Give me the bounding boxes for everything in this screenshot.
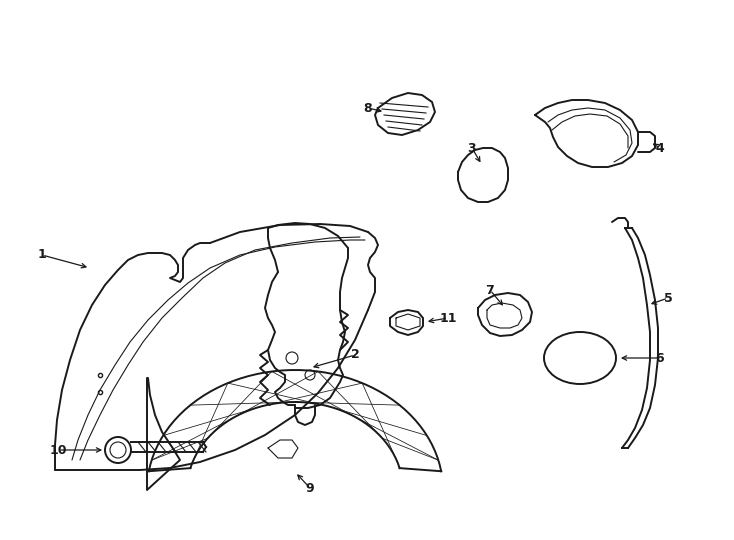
Text: 4: 4 (655, 141, 664, 154)
Text: 3: 3 (468, 141, 476, 154)
Text: 1: 1 (37, 248, 46, 261)
Text: 10: 10 (49, 443, 67, 456)
Text: 9: 9 (305, 482, 314, 495)
Text: 5: 5 (664, 292, 672, 305)
Text: 6: 6 (655, 352, 664, 365)
Text: 11: 11 (439, 312, 457, 325)
Text: 7: 7 (486, 284, 495, 296)
Text: 2: 2 (351, 348, 360, 361)
Text: 8: 8 (363, 102, 372, 114)
